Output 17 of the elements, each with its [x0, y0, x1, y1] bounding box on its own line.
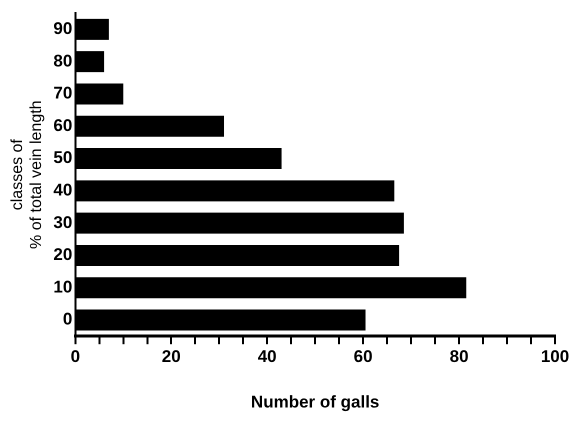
y-tick-label: 0	[62, 310, 72, 329]
y-tick-label: 60	[53, 116, 72, 135]
x-tick-label: 80	[450, 347, 469, 366]
y-tick-label: 40	[53, 180, 72, 200]
x-tick-label: 100	[540, 347, 570, 366]
y-tick-label: 80	[53, 51, 72, 70]
x-tick-label: 60	[354, 347, 373, 366]
y-axis-title: classes of % of total vein length	[9, 100, 46, 249]
x-tick-label: 20	[162, 347, 181, 366]
y-tick-label: 50	[53, 148, 72, 168]
x-tick-label: 40	[258, 347, 277, 366]
y-tick-label: 90	[53, 19, 72, 38]
y-tick-label: 30	[53, 212, 72, 232]
y-tick-label: 70	[53, 84, 72, 103]
y-tick-label: 10	[53, 277, 72, 296]
x-axis-title: Number of galls	[250, 392, 380, 412]
y-tick-label: 20	[53, 245, 72, 264]
